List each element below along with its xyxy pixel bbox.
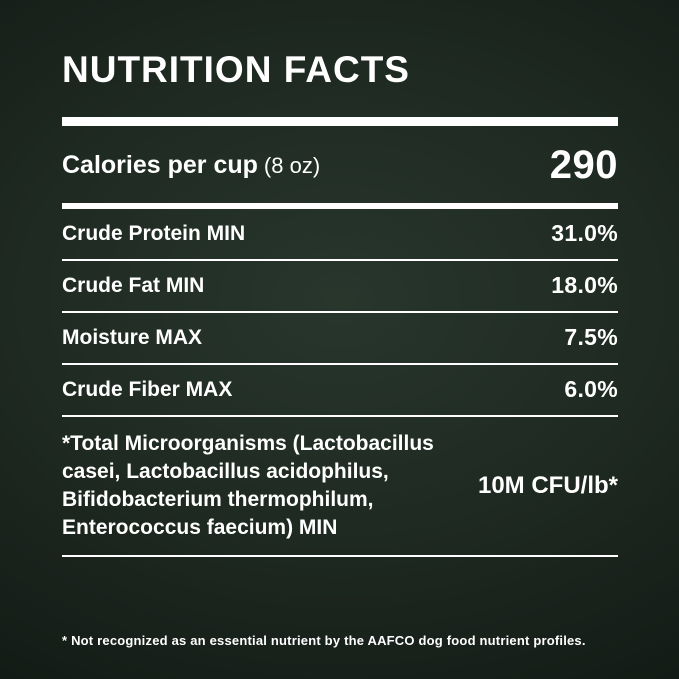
nutrient-row-moisture: Moisture MAX 7.5% [62, 313, 618, 365]
calories-value: 290 [549, 142, 618, 187]
nutrient-row-fiber: Crude Fiber MAX 6.0% [62, 365, 618, 417]
divider-medium [62, 202, 618, 209]
microorganisms-row: *Total Microorganisms (Lactobacillus cas… [62, 417, 618, 557]
nutrient-label: Crude Fiber MAX [62, 377, 233, 401]
calories-label: Calories per cup [62, 150, 258, 179]
nutrient-row-fat: Crude Fat MIN 18.0% [62, 261, 618, 313]
panel-title: NUTRITION FACTS [62, 49, 410, 90]
nutrient-label: Crude Protein MIN [62, 221, 246, 245]
calories-label-group: Calories per cup (8 oz) [62, 151, 320, 180]
microorganisms-value: 10M CFU/lb* [477, 471, 618, 499]
nutrition-facts-panel: NUTRITION FACTS Calories per cup (8 oz) 2… [62, 49, 618, 648]
calories-row: Calories per cup (8 oz) 290 [62, 126, 618, 203]
nutrient-value: 31.0% [551, 220, 618, 247]
divider-thick [62, 116, 618, 126]
nutrient-value: 18.0% [551, 272, 618, 299]
nutrient-value: 6.0% [564, 376, 618, 403]
microorganisms-label: *Total Microorganisms (Lactobacillus cas… [62, 431, 434, 539]
calories-unit: (8 oz) [263, 152, 321, 178]
aafco-footnote: * Not recognized as an essential nutrien… [62, 632, 586, 648]
nutrient-label: Moisture MAX [62, 325, 203, 349]
nutrient-row-protein: Crude Protein MIN 31.0% [62, 209, 618, 261]
nutrient-value: 7.5% [564, 324, 618, 351]
nutrient-label: Crude Fat MIN [62, 273, 205, 297]
